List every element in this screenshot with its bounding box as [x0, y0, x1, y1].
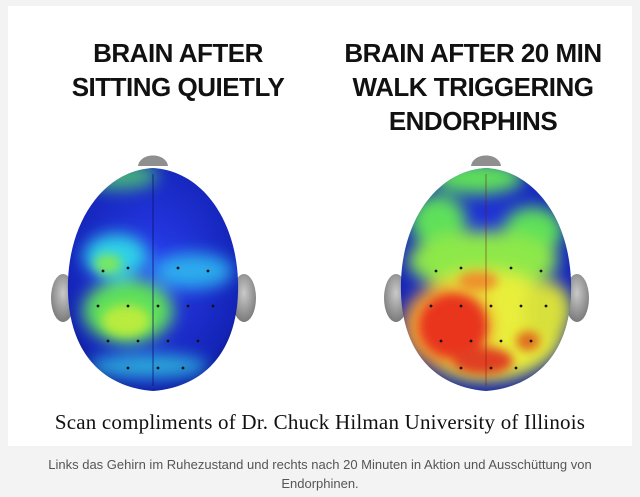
- brain-scan-image: BRAIN AFTER SITTING QUIETLY BRAIN AFTER …: [8, 6, 632, 446]
- left-scan-title: BRAIN AFTER SITTING QUIETLY: [38, 36, 318, 104]
- right-brain-electrodes: [429, 266, 548, 370]
- right-scan-title: BRAIN AFTER 20 MIN WALK TRIGGERING ENDOR…: [328, 36, 618, 138]
- left-title-line-1: BRAIN AFTER: [93, 38, 263, 68]
- image-caption: Links das Gehirn im Ruhezustand und rech…: [48, 457, 592, 491]
- left-title-line-2: SITTING QUIETLY: [71, 72, 285, 102]
- right-brain-scan: [384, 155, 589, 391]
- brain-scan-graphic: [51, 155, 589, 391]
- right-title-line-2: WALK TRIGGERING: [352, 72, 594, 102]
- right-brain-nose-tab: [471, 155, 501, 166]
- left-brain-electrodes: [96, 266, 215, 370]
- right-title-line-3: ENDORPHINS: [388, 106, 558, 136]
- left-brain-nose-tab: [138, 155, 168, 166]
- right-title-line-1: BRAIN AFTER 20 MIN: [344, 38, 602, 68]
- scan-credit: Scan compliments of Dr. Chuck Hilman Uni…: [54, 410, 586, 434]
- left-brain-scan: [51, 155, 256, 391]
